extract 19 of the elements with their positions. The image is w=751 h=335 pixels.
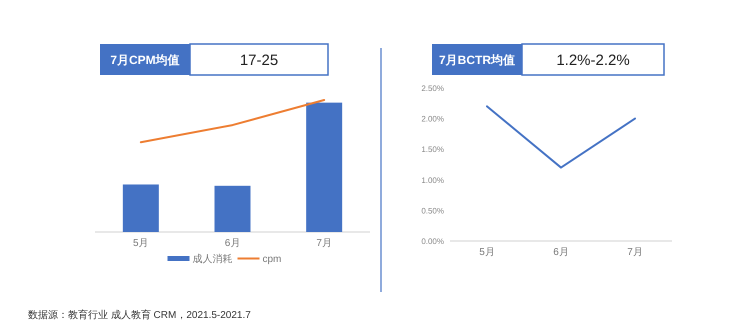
- x-tick-label: 6月: [553, 247, 569, 258]
- x-tick-label: 6月: [224, 238, 240, 249]
- chart-title: 7月BCTR均值: [438, 53, 516, 67]
- chart-title: 7月CPM均值: [110, 53, 180, 67]
- x-tick-label: 7月: [627, 247, 643, 258]
- chart-subtitle: 1.2%-2.2%: [556, 52, 630, 69]
- y-tick-label: 2.00%: [421, 114, 444, 124]
- y-tick-label: 1.00%: [421, 176, 444, 185]
- y-tick-label: 1.50%: [421, 145, 444, 154]
- text: 数据源：教育行业 成人教育 CRM，2021.5-2021.7: [28, 309, 252, 321]
- legend-label: cpm: [262, 254, 282, 265]
- y-tick-label: 0.50%: [421, 206, 444, 216]
- x-tick-label: 7月: [316, 238, 332, 249]
- y-tick-label: 0.00%: [421, 237, 444, 246]
- y-tick-label: 2.50%: [421, 84, 444, 93]
- legend-label: 成人消耗: [192, 253, 232, 265]
- x-tick-label: 5月: [133, 238, 149, 249]
- x-tick-label: 5月: [479, 247, 495, 258]
- chart-subtitle: 17-25: [240, 52, 278, 69]
